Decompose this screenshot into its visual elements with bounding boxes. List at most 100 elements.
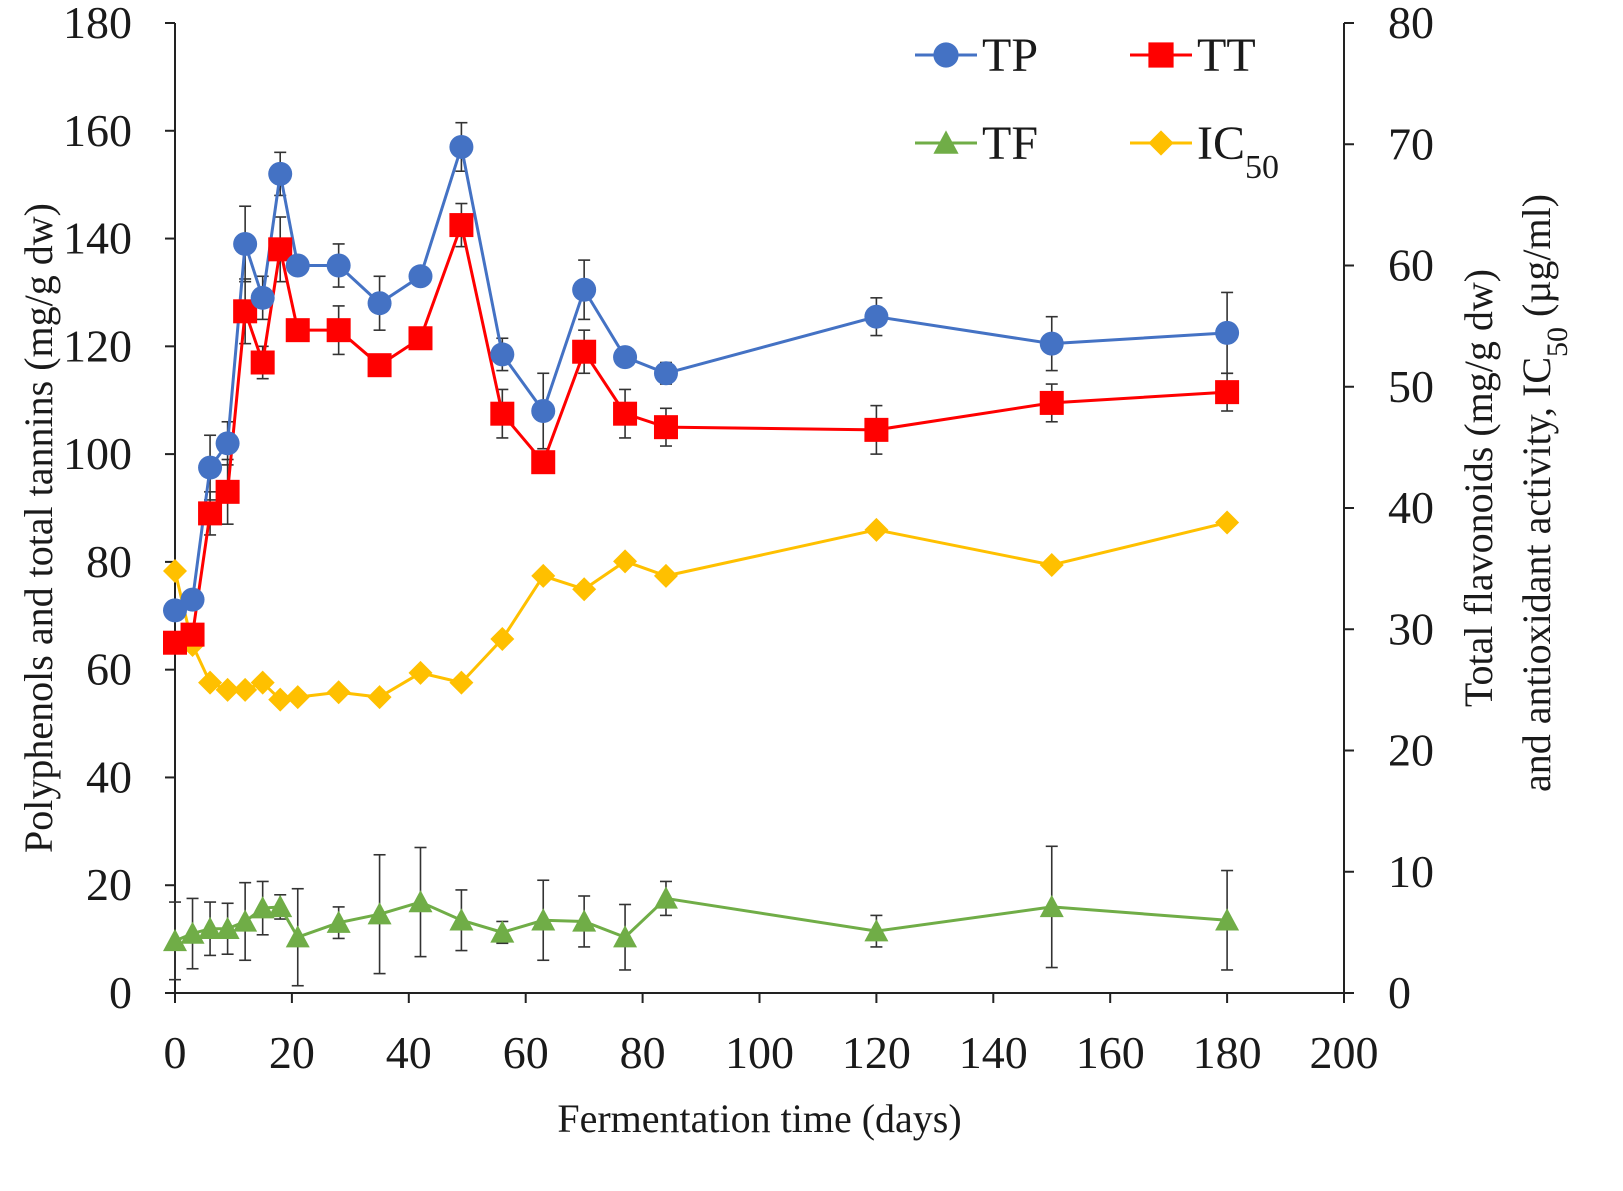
- y-right-tick-label: 80: [1388, 0, 1434, 48]
- tp-point: [1039, 331, 1064, 356]
- x-axis-title: Fermentation time (days): [557, 1096, 961, 1141]
- ic50-point: [233, 677, 258, 702]
- x-tick-label: 200: [1310, 1027, 1379, 1078]
- tf-point: [408, 890, 433, 913]
- y-left-tick-label: 20: [86, 859, 132, 910]
- x-tick-label: 100: [725, 1027, 794, 1078]
- legend: TP TT TF IC50: [915, 29, 1279, 186]
- tp-series-line: [174, 146, 1228, 612]
- tp-point: [198, 455, 223, 480]
- y-left-tick-label: 180: [63, 0, 132, 48]
- ic50-point: [285, 685, 310, 710]
- y-right-tick-label: 70: [1388, 118, 1434, 169]
- error-bars: [169, 121, 1234, 987]
- y2-title-sub: 50: [1541, 327, 1574, 357]
- tt-point: [490, 401, 515, 426]
- ic50-legend-name: IC: [1197, 117, 1245, 170]
- ic50-point: [572, 577, 597, 602]
- x-tick-label: 60: [503, 1027, 549, 1078]
- tf-point: [864, 919, 889, 942]
- tt-point: [367, 353, 392, 378]
- tp-legend-name: TP: [982, 29, 1038, 82]
- tt-point: [531, 450, 556, 475]
- tt-point: [326, 318, 351, 343]
- tf-point: [531, 908, 556, 931]
- tf-point: [233, 909, 258, 932]
- ic50-point: [215, 677, 240, 702]
- y-left-tick-label: 140: [63, 213, 132, 264]
- tf-point: [613, 925, 638, 948]
- ic50-legend-subscript: 50: [1245, 149, 1279, 186]
- tf-point: [1039, 894, 1064, 918]
- tt-point: [572, 339, 597, 364]
- y-left-tick-label: 160: [63, 105, 132, 156]
- tt-point: [408, 326, 433, 351]
- tp-legend-label: TP: [982, 29, 1038, 82]
- ic50-point: [163, 559, 187, 584]
- ic50-point: [268, 687, 293, 712]
- tf-point: [268, 894, 293, 918]
- y-right-tick-label: 20: [1388, 725, 1434, 776]
- tt-point: [653, 415, 678, 440]
- tp-point: [449, 134, 474, 159]
- ic50-point: [1215, 510, 1240, 535]
- tt-legend-label: TT: [1197, 29, 1256, 82]
- x-tick-label: 120: [842, 1027, 911, 1078]
- tp-legend-marker: [933, 42, 959, 68]
- tp-point: [367, 291, 392, 316]
- tp-point: [233, 231, 258, 256]
- ic50-point: [613, 549, 638, 574]
- y-left-tick-label: 60: [86, 644, 132, 695]
- tp-point: [572, 277, 597, 302]
- x-tick-label: 40: [386, 1027, 432, 1078]
- tf-point: [449, 908, 474, 931]
- ic50-point: [1039, 552, 1064, 577]
- tf-point: [653, 886, 678, 909]
- tt-point: [1215, 380, 1240, 405]
- ic50-point: [653, 563, 678, 588]
- y-right-tick-label: 50: [1388, 361, 1434, 412]
- tp-point: [180, 587, 205, 612]
- axes: [174, 23, 1345, 994]
- y-right-tick-label: 30: [1388, 603, 1434, 654]
- y2-title-post: (µg/ml): [1514, 194, 1559, 327]
- tf-legend-label: TF: [982, 117, 1038, 170]
- tp-point: [408, 264, 433, 289]
- x-tick-label: 20: [269, 1027, 315, 1078]
- tick-marks: [165, 22, 1354, 1003]
- ic50-point: [250, 670, 275, 695]
- tp-point: [326, 253, 351, 278]
- tt-point: [180, 622, 205, 647]
- tp-point: [653, 361, 678, 386]
- tt-point: [215, 479, 240, 504]
- x-tick-label: 180: [1193, 1027, 1262, 1078]
- y-left-tick-label: 80: [86, 536, 132, 587]
- y-right-tick-label: 0: [1388, 967, 1411, 1018]
- y-axis-right-title-line1: Total flavonoids (mg/g dw): [1456, 269, 1501, 707]
- tf-point: [215, 916, 240, 939]
- tp-point: [250, 285, 275, 310]
- tt-legend-name: TT: [1197, 29, 1256, 82]
- y-left-tick-label: 0: [109, 967, 132, 1018]
- ic50-point: [864, 517, 889, 542]
- ic50-point: [367, 685, 392, 710]
- tf-legend-name: TF: [982, 117, 1038, 170]
- tf-point: [326, 910, 351, 933]
- tp-point: [215, 431, 240, 456]
- tick-labels: 0 20 40 60 80 100 120 140 160 180 2000204060801001…: [63, 0, 1434, 1078]
- tf-point: [367, 902, 392, 925]
- tt-point: [613, 401, 638, 426]
- ic50-series-line: [173, 521, 1228, 702]
- series-markers: [163, 134, 1240, 952]
- y-left-tick-label: 120: [63, 320, 132, 371]
- tt-point: [198, 501, 223, 526]
- ic50-point: [490, 626, 515, 651]
- y-right-tick-label: 40: [1388, 482, 1434, 533]
- tp-point: [490, 342, 515, 367]
- tt-point: [1039, 390, 1064, 415]
- tp-point: [531, 399, 556, 423]
- x-tick-label: 80: [620, 1027, 666, 1078]
- ic50-point: [326, 680, 351, 705]
- x-tick-label: 140: [959, 1027, 1028, 1078]
